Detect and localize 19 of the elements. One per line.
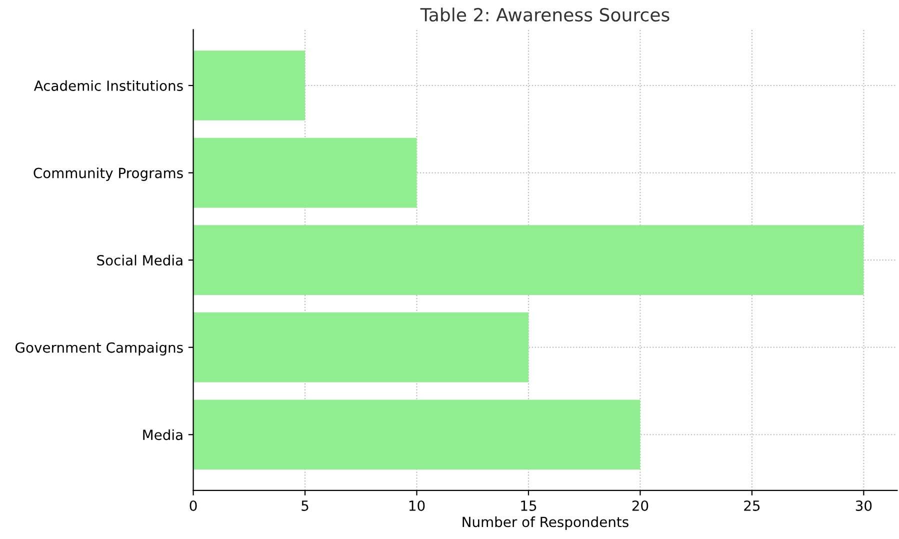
bar: [193, 225, 864, 295]
y-tick-label: Government Campaigns: [16, 342, 183, 356]
bar: [193, 50, 306, 120]
bar: [193, 138, 417, 208]
y-tick-label: Media: [143, 429, 182, 440]
y-tick-label: Social Media: [97, 254, 182, 266]
x-axis-title: Number of Respondents: [462, 516, 628, 530]
x-tick-label: 30: [856, 500, 872, 511]
x-tick-label: 25: [744, 500, 760, 511]
y-tick-label: Community Programs: [34, 168, 183, 181]
chart-title: Table 2: Awareness Sources: [420, 8, 670, 22]
bar: [193, 400, 640, 470]
x-tick-label: 20: [632, 500, 648, 511]
x-tick-label: 15: [521, 500, 536, 511]
bar: [193, 312, 528, 382]
x-tick-label: 10: [409, 500, 425, 511]
x-tick-label: 0: [190, 500, 197, 511]
y-tick-label: Academic Institutions: [34, 80, 183, 91]
x-tick-label: 5: [302, 500, 308, 511]
